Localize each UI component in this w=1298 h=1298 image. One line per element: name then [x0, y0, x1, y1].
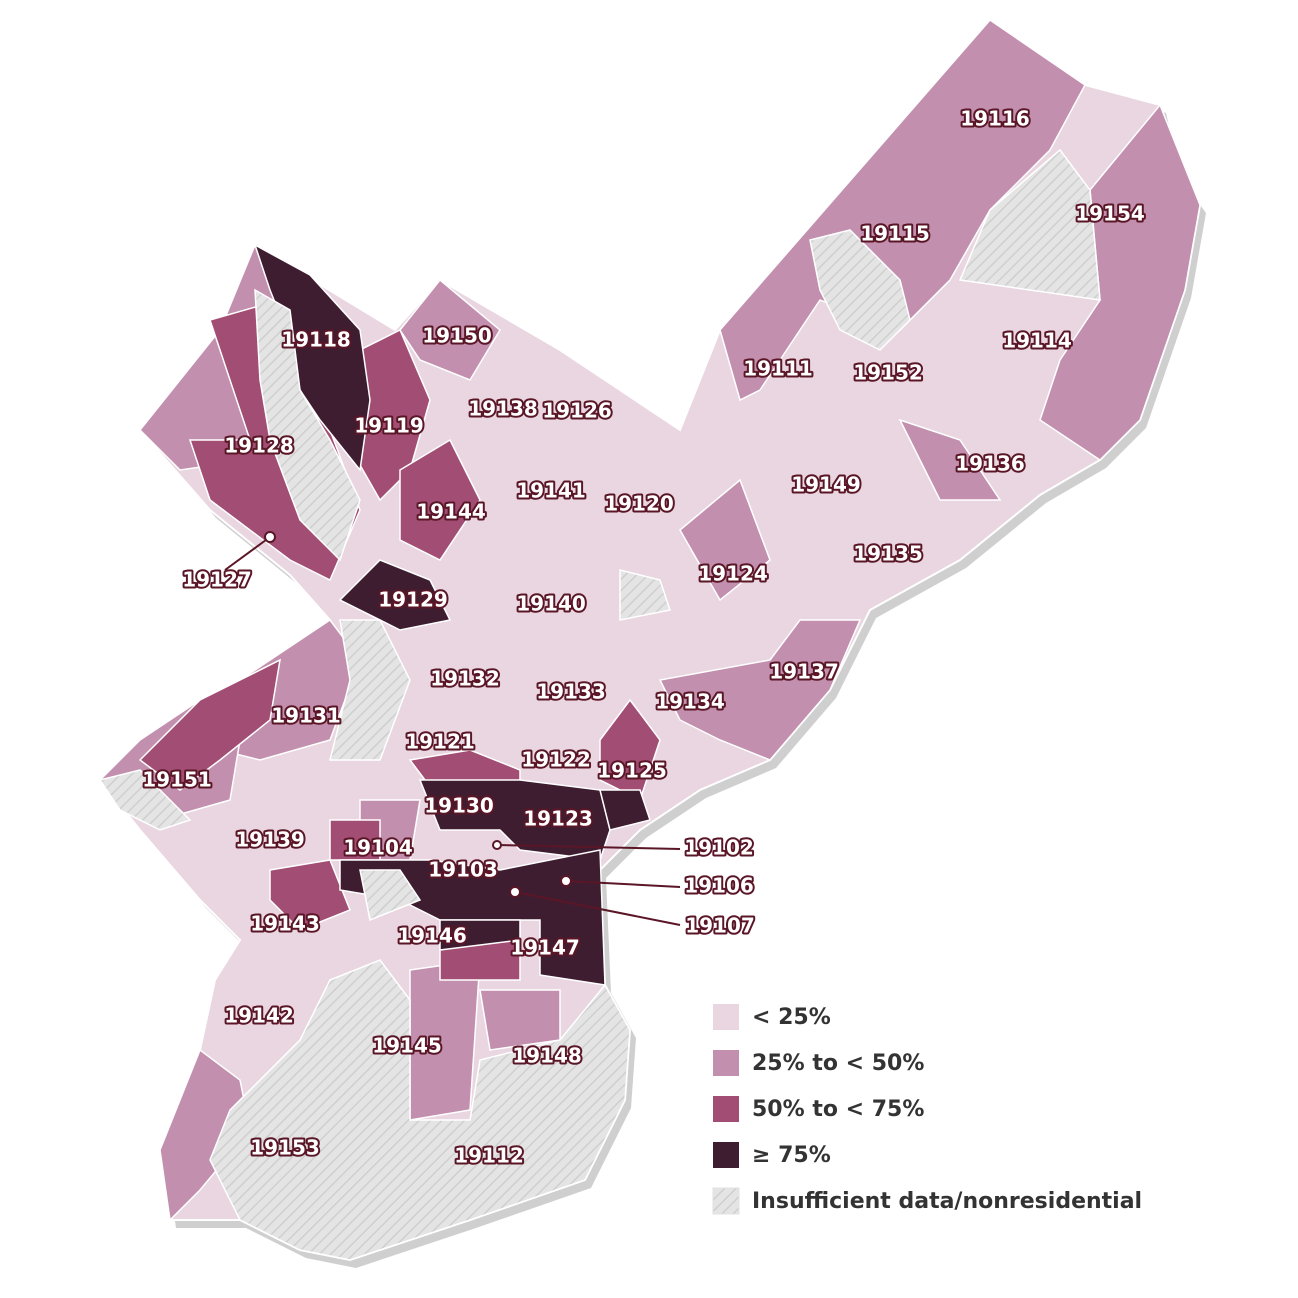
zip-label: 19114 [1002, 329, 1072, 353]
map-shape [98, 18, 1206, 1268]
legend: < 25% 25% to < 50% 50% to < 75% ≥ 75% Insuff… [712, 1004, 1142, 1215]
zip-label: 19107 [685, 914, 755, 938]
zip-label: 19103 [428, 858, 498, 882]
zip-label: 19115 [860, 222, 930, 246]
zip-label: 19118 [281, 328, 351, 352]
zip-label: 19154 [1075, 202, 1145, 226]
zip-label: 19153 [250, 1136, 320, 1160]
zip-label: 19137 [769, 660, 839, 684]
zip-label: 19102 [684, 836, 754, 860]
legend-swatch [713, 1142, 739, 1168]
zip-label: 19126 [542, 399, 612, 423]
zip-label: 19142 [224, 1004, 294, 1028]
legend-label: 50% to < 75% [752, 1097, 924, 1122]
zip-label: 19128 [224, 434, 294, 458]
legend-swatch [713, 1004, 739, 1030]
zip-label: 19119 [354, 414, 424, 438]
legend-label: ≥ 75% [752, 1143, 831, 1168]
legend-swatch [713, 1096, 739, 1122]
zip-label: 19130 [424, 794, 494, 818]
zip-label: 19120 [604, 492, 674, 516]
zip-label: 19141 [516, 479, 586, 503]
zip-label: 19112 [454, 1144, 524, 1168]
zip-label: 19136 [955, 452, 1025, 476]
zip-label: 19139 [235, 828, 305, 852]
zip-label: 19150 [422, 324, 492, 348]
zip-label: 19133 [536, 680, 606, 704]
zip-label: 19127 [182, 568, 252, 592]
zip-label: 19135 [853, 542, 923, 566]
zip-label: 19106 [684, 874, 754, 898]
zip-label: 19143 [250, 912, 320, 936]
legend-swatch [712, 1187, 740, 1215]
zip-label: 19116 [960, 107, 1030, 131]
zip-label: 19134 [655, 690, 725, 714]
zip-label: 19148 [512, 1044, 582, 1068]
zip-label: 19129 [378, 588, 448, 612]
zip-label: 19125 [597, 759, 667, 783]
zip-label: 19123 [523, 807, 593, 831]
zip-label: 19146 [397, 924, 467, 948]
zip-label: 19152 [853, 361, 923, 385]
zip-label: 19151 [142, 768, 212, 792]
legend-label: < 25% [752, 1005, 831, 1030]
zip-label: 19121 [405, 730, 475, 754]
zip-label: 19147 [510, 936, 580, 960]
zip-label: 19140 [516, 592, 586, 616]
zip-label: 19131 [271, 704, 341, 728]
zip-label: 19145 [372, 1034, 442, 1058]
legend-label: Insufficient data/nonresidential [752, 1189, 1142, 1214]
legend-swatch [713, 1050, 739, 1076]
zip-label: 19111 [743, 357, 813, 381]
zip-label: 19149 [791, 473, 861, 497]
zip-label: 19124 [698, 562, 768, 586]
zip-label: 19138 [468, 397, 538, 421]
legend-label: 25% to < 50% [752, 1051, 924, 1076]
zip-label: 19122 [521, 748, 591, 772]
zip-label: 19144 [416, 500, 486, 524]
leader-lines [224, 531, 681, 926]
zip-labels: 19116 19154 19115 19114 19111 19152 19136 19149… [140, 105, 1147, 1170]
zip-label: 19132 [430, 667, 500, 691]
zip-label: 19104 [343, 836, 413, 860]
